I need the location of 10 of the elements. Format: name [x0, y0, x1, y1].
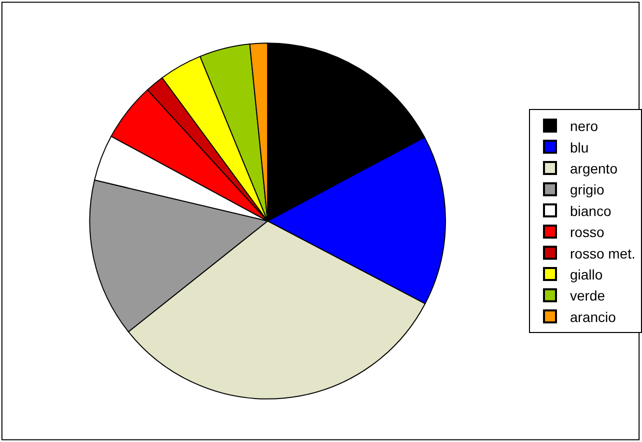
legend-label: argento: [570, 160, 618, 176]
legend-label: verde: [570, 288, 606, 304]
legend-label: grigio: [570, 182, 604, 198]
legend-label: rosso met.: [570, 245, 636, 262]
legend-label: rosso: [570, 224, 604, 240]
legend-label: arancio: [570, 308, 616, 325]
legend-label: blu: [570, 139, 589, 156]
legend-label: giallo: [570, 266, 603, 282]
legend-label: bianco: [570, 202, 612, 219]
legend-label: nero: [570, 118, 598, 134]
